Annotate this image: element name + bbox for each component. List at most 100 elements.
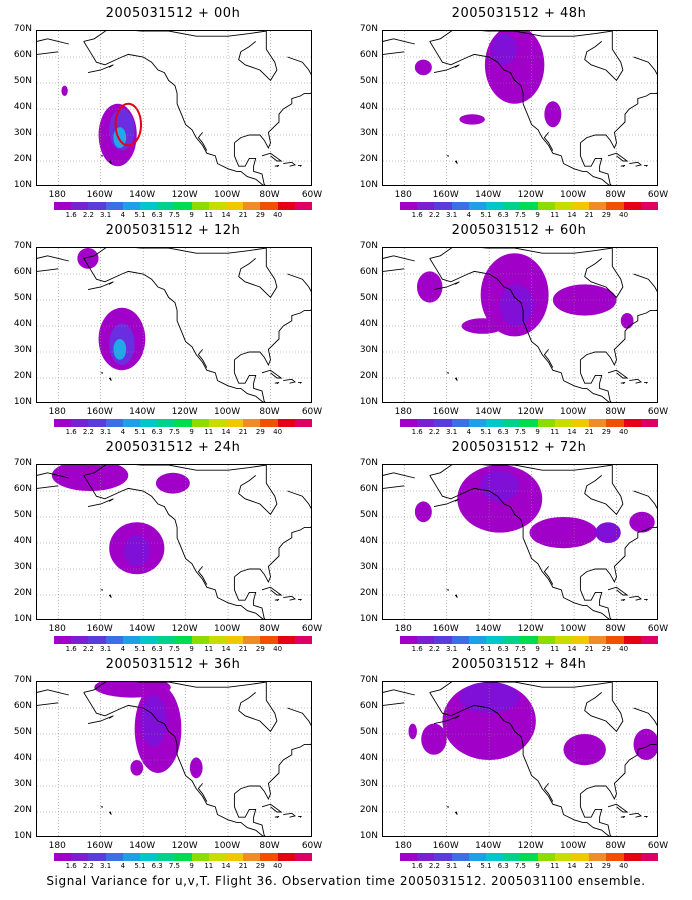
colorbar-label: 6.3 [497, 862, 509, 870]
coastline [100, 372, 104, 374]
lon-tick-label: 100W [560, 190, 587, 200]
lat-tick-label: 30N [13, 128, 32, 138]
lon-tick-label: 120W [171, 190, 198, 200]
colorbar [54, 202, 313, 210]
lon-tick-label: 140W [475, 407, 502, 417]
colorbar-label: 1.6 [411, 211, 423, 219]
lon-tick-label: 140W [475, 190, 502, 200]
lon-tick-label: 100W [214, 841, 241, 851]
coastline [543, 132, 554, 151]
colorbar-swatch [417, 419, 435, 427]
colorbar-label: 14 [567, 428, 577, 436]
colorbar-label: 2.2 [82, 211, 94, 219]
coastline [233, 793, 266, 836]
map-canvas [383, 31, 657, 185]
coastline [87, 715, 114, 725]
lon-tick-label: 180 [48, 841, 66, 851]
colorbar-swatch [572, 636, 590, 644]
coastline [543, 566, 554, 585]
colorbar-label: 11 [550, 645, 560, 653]
colorbar-swatch [520, 636, 538, 644]
colorbar-swatch [554, 636, 573, 644]
lat-tick-label: 20N [359, 154, 378, 164]
lon-tick-label: 100W [214, 624, 241, 634]
colorbar [54, 636, 313, 644]
colorbar-swatch [589, 636, 607, 644]
colorbar-label: 21 [584, 645, 594, 653]
colorbar-label: 4 [466, 862, 472, 870]
coastline [429, 31, 613, 42]
colorbar-label: 21 [584, 862, 594, 870]
lat-tick-label: 40N [359, 319, 378, 329]
colorbar-label: 1.6 [65, 211, 77, 219]
colorbar-label: 14 [221, 645, 231, 653]
colorbar-swatch [243, 419, 261, 427]
lat-tick-label: 50N [359, 727, 378, 737]
colorbar-label: 29 [601, 862, 611, 870]
coastline [383, 255, 415, 262]
lat-tick-label: 10N [359, 397, 378, 407]
colorbar-swatch [105, 853, 123, 861]
colorbar-label: 9 [189, 862, 194, 870]
colorbar [400, 853, 659, 861]
colorbar-swatch [589, 419, 607, 427]
colorbar-swatch [174, 419, 192, 427]
colorbar-swatch [606, 419, 624, 427]
colorbar-label: 6.3 [151, 428, 163, 436]
colorbar-label: 6.3 [151, 645, 163, 653]
colorbar-label: 5.1 [134, 211, 146, 219]
colorbar-label: 7.5 [514, 428, 526, 436]
coastline [429, 41, 610, 185]
coastline [429, 258, 610, 402]
colorbar-label: 9 [535, 645, 540, 653]
panel-title: 2005031512 + 72h [451, 440, 587, 455]
map-canvas [383, 682, 657, 836]
coastline [579, 793, 612, 836]
colorbar-swatch [486, 853, 504, 861]
lat-tick-label: 10N [13, 180, 32, 190]
colorbar-label: 9 [189, 645, 194, 653]
coastline [283, 595, 296, 601]
map-panel: 2005031512 + 36h 70N 60N 50N 40N 30N 20N 10N 180… [0, 651, 346, 870]
lat-tick-label: 70N [13, 675, 32, 685]
lon-tick-label: 180 [394, 841, 412, 851]
colorbar-swatch [640, 419, 659, 427]
lon-tick-label: 120W [517, 407, 544, 417]
coastline [429, 465, 613, 476]
lon-tick-label: 180 [394, 407, 412, 417]
coastline [446, 372, 450, 374]
panel-title: 2005031512 + 12h [105, 223, 241, 238]
lat-tick-label: 50N [359, 76, 378, 86]
lon-tick-label: 160W [432, 841, 459, 851]
colorbar-swatch [105, 202, 123, 210]
coastline [383, 268, 405, 272]
coastline [433, 498, 460, 508]
map-canvas [37, 465, 311, 619]
lon-tick-label: 60W [301, 407, 323, 417]
colorbar-label: 3.1 [446, 428, 458, 436]
colorbar-swatch [191, 202, 209, 210]
variance-contour [416, 271, 443, 303]
coastline [429, 692, 610, 836]
coastline [261, 586, 283, 596]
map-panel: 2005031512 + 72h 70N 60N 50N 40N 30N 20N 10N 180… [346, 434, 692, 653]
lat-tick-label: 60N [13, 484, 32, 494]
colorbar-swatch [226, 636, 244, 644]
colorbar [400, 419, 659, 427]
colorbar-swatch [122, 636, 141, 644]
coastline [633, 56, 657, 76]
colorbar-swatch [537, 202, 555, 210]
colorbar-swatch [434, 853, 452, 861]
coastline [274, 164, 280, 168]
colorbar-swatch [226, 853, 244, 861]
lat-tick-label: 70N [13, 24, 32, 34]
colorbar-label: 40 [273, 645, 283, 653]
colorbar [54, 419, 313, 427]
coastline [644, 815, 648, 818]
variance-contour [130, 760, 144, 776]
colorbar-label: 29 [255, 428, 265, 436]
coastline [83, 475, 264, 619]
figure-caption: Signal Variance for u,v,T. Flight 36. Ob… [46, 874, 646, 888]
coastline [454, 160, 458, 164]
coastline [197, 132, 208, 151]
